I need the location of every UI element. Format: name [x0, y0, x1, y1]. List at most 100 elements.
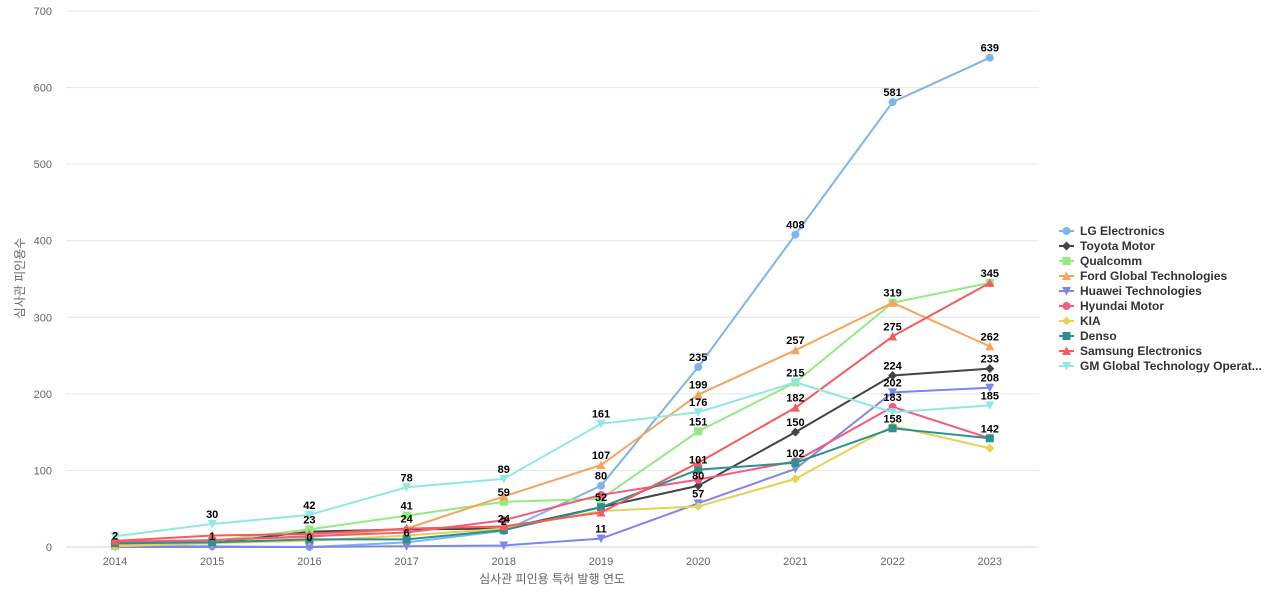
series-4[interactable]: [110, 383, 995, 552]
legend-item[interactable]: GM Global Technology Operat...: [1059, 359, 1262, 373]
series-group: [110, 53, 995, 552]
legend-marker: [1062, 316, 1071, 326]
data-label: 345: [981, 268, 999, 280]
data-point: [110, 532, 120, 541]
y-tick-label: 400: [34, 236, 52, 248]
data-point: [208, 538, 217, 547]
legend-item[interactable]: Denso: [1059, 329, 1117, 343]
data-label: 199: [689, 380, 707, 392]
data-point: [888, 424, 897, 433]
data-point: [985, 278, 995, 287]
data-point: [596, 534, 606, 544]
data-label: 639: [981, 43, 999, 55]
data-point: [790, 464, 800, 474]
data-label: 257: [786, 335, 804, 347]
legend-item[interactable]: Ford Global Technologies: [1059, 269, 1227, 283]
data-point: [207, 520, 217, 529]
series-line[interactable]: [114, 405, 991, 543]
legend-marker: [1062, 241, 1071, 251]
series-5[interactable]: [111, 402, 994, 546]
legend-item[interactable]: Samsung Electronics: [1059, 344, 1202, 358]
legend-marker: [1062, 346, 1071, 355]
series-2[interactable]: [111, 278, 994, 551]
series-line[interactable]: [115, 386, 990, 548]
series-line[interactable]: [114, 367, 990, 545]
data-point: [305, 535, 314, 544]
data-point: [985, 401, 995, 410]
data-label: 11: [595, 524, 607, 536]
data-label: 182: [786, 393, 804, 405]
data-point: [499, 516, 508, 525]
data-point: [790, 345, 800, 355]
data-point: [304, 529, 314, 538]
data-point: [790, 474, 800, 484]
data-point: [402, 511, 411, 520]
data-label: 224: [883, 360, 902, 372]
data-label: 262: [981, 331, 999, 343]
y-tick-label: 500: [34, 159, 52, 171]
legend-item[interactable]: LG Electronics: [1059, 224, 1165, 238]
series-6[interactable]: [110, 421, 995, 551]
x-tick-label: 2021: [783, 556, 807, 568]
data-label: 101: [689, 455, 707, 467]
data-point: [888, 298, 898, 307]
grid-lines: [66, 10, 1039, 548]
series-line[interactable]: [114, 381, 990, 538]
x-tick-label: 2018: [492, 556, 516, 568]
series-9[interactable]: [110, 378, 995, 541]
data-label: 23: [303, 514, 315, 526]
data-point: [693, 390, 703, 399]
data-label: 41: [400, 501, 412, 513]
data-label: 319: [883, 288, 901, 300]
data-point: [985, 364, 995, 374]
data-point: [207, 531, 217, 540]
series-line[interactable]: [114, 56, 991, 548]
data-point: [790, 427, 800, 437]
data-point: [985, 341, 995, 351]
x-tick-label: 2019: [589, 556, 613, 568]
data-point: [790, 403, 800, 412]
data-point: [693, 458, 703, 467]
data-point: [694, 465, 703, 474]
legend-label: Hyundai Motor: [1080, 299, 1164, 313]
data-label: 202: [883, 377, 901, 389]
legend-marker: [1062, 362, 1071, 371]
data-point: [597, 481, 605, 490]
data-point: [985, 443, 995, 453]
series-0[interactable]: [111, 53, 994, 551]
data-label: 42: [303, 500, 315, 512]
data-label: 161: [592, 409, 610, 421]
series-line[interactable]: [114, 425, 991, 548]
legend-item[interactable]: Toyota Motor: [1059, 239, 1155, 253]
data-point: [402, 542, 412, 551]
data-point: [985, 383, 995, 393]
data-point: [694, 363, 703, 372]
data-point: [499, 497, 508, 506]
data-label: 233: [981, 354, 999, 366]
data-label: 151: [689, 416, 707, 428]
data-label: 150: [786, 417, 804, 429]
data-point: [888, 370, 898, 380]
data-point: [693, 408, 703, 417]
y-tick-label: 200: [34, 389, 52, 401]
series-line[interactable]: [114, 281, 991, 542]
legend-label: KIA: [1080, 314, 1101, 328]
legend-item[interactable]: Qualcomm: [1059, 254, 1142, 268]
legend-item[interactable]: Hyundai Motor: [1059, 299, 1164, 313]
data-label: 102: [786, 448, 804, 460]
data-point: [402, 535, 411, 544]
data-label: 2: [112, 530, 118, 542]
data-label: 176: [689, 397, 707, 409]
data-point: [888, 408, 898, 417]
data-label: 80: [692, 471, 704, 483]
legend-item[interactable]: KIA: [1059, 314, 1101, 328]
legend-item[interactable]: Huawei Technologies: [1059, 284, 1202, 298]
y-axis-ticks: 0 100 200 300 400 500 600 700: [34, 6, 52, 554]
x-axis-title: 심사관 피인용 특허 발행 연도: [479, 571, 625, 586]
data-point: [499, 521, 509, 531]
data-label: 581: [883, 87, 901, 99]
data-point: [693, 481, 703, 491]
data-label: 0: [306, 532, 312, 544]
y-axis-title: 심사관 피인용수: [13, 238, 27, 319]
